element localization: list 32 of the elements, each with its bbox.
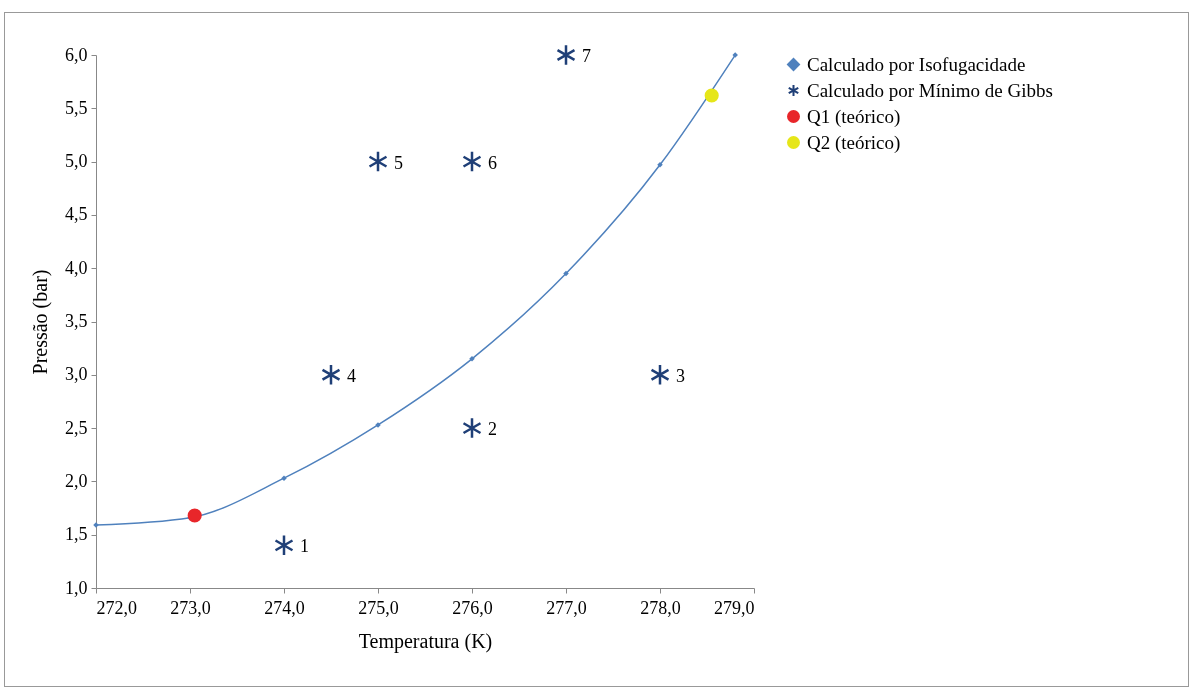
annotation: 3 <box>676 365 685 386</box>
y-tick-label: 5,0 <box>65 151 88 172</box>
legend-label: Calculado por Isofugacidade <box>807 53 1026 75</box>
x-tick-label: 276,0 <box>452 597 493 618</box>
x-tick-label: 279,0 <box>714 597 755 618</box>
x-tick-label: 277,0 <box>546 597 587 618</box>
y-tick-label: 1,5 <box>65 524 88 545</box>
y-tick-label: 6,0 <box>65 44 88 65</box>
legend-label: Calculado por Mínimo de Gibbs <box>807 79 1053 101</box>
annotation: 1 <box>300 536 309 557</box>
y-tick-label: 2,5 <box>65 417 88 438</box>
y-tick-label: 5,5 <box>65 97 88 118</box>
x-axis-title: Temperatura (K) <box>358 629 493 653</box>
y-tick-label: 2,0 <box>65 470 88 491</box>
y-tick-label: 4,5 <box>65 204 88 225</box>
y-tick-label: 3,5 <box>65 311 88 331</box>
annotation: 4 <box>347 365 356 386</box>
legend-label: Q2 (teórico) <box>807 131 901 154</box>
legend-label: Q1 (teórico) <box>807 105 901 128</box>
x-tick-label: 278,0 <box>640 597 681 618</box>
y-axis-title: Pressão (bar) <box>29 269 52 375</box>
x-tick-label: 273,0 <box>170 597 211 618</box>
annotation: 7 <box>582 46 591 66</box>
y-tick-label: 4,0 <box>65 257 88 278</box>
y-tick-label: 3,0 <box>65 364 88 385</box>
annotation: 2 <box>488 419 497 440</box>
y-tick-label: 1,0 <box>65 577 88 598</box>
x-tick-label: 272,0 <box>96 597 137 618</box>
x-tick-label: 275,0 <box>358 597 399 618</box>
annotation: 5 <box>394 152 403 173</box>
annotation: 6 <box>488 152 497 173</box>
x-tick-label: 274,0 <box>264 597 305 618</box>
